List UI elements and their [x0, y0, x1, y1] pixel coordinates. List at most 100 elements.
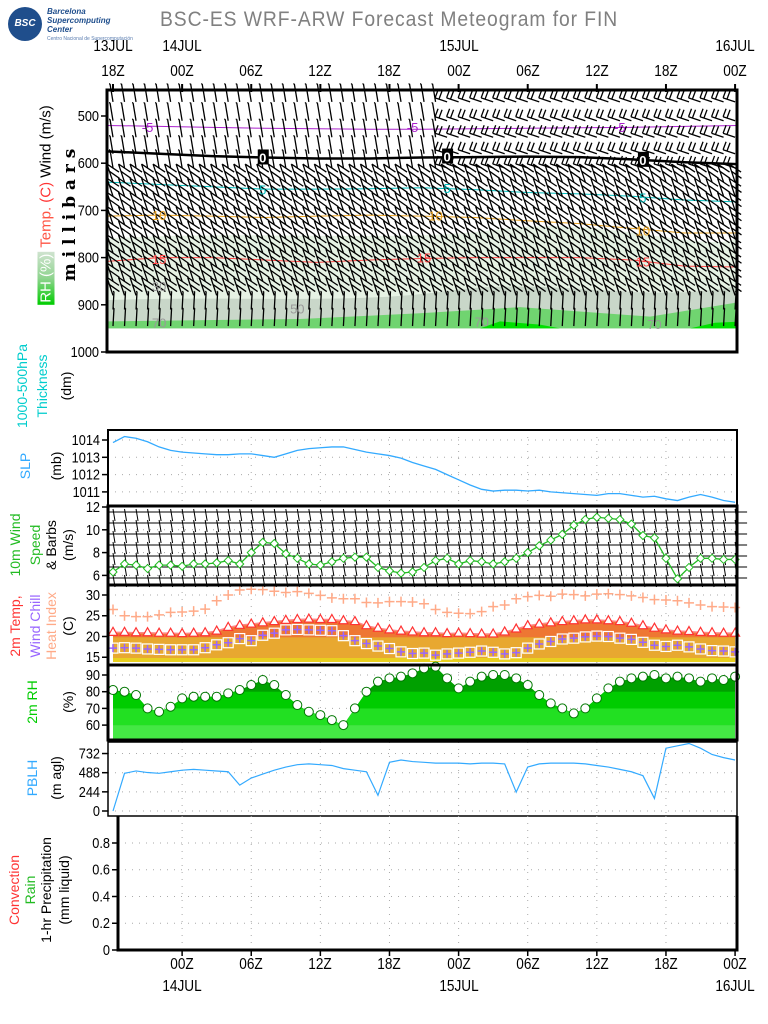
wind10-point — [626, 519, 637, 529]
wind-barb — [567, 191, 581, 211]
heatindex-point — [154, 609, 165, 620]
wind-barb — [431, 149, 437, 169]
wind-barb — [716, 206, 731, 225]
wind-barb — [377, 290, 380, 310]
wind-barb — [693, 220, 708, 239]
wind-barb-10m — [558, 508, 575, 522]
temp-point — [360, 619, 372, 630]
wind-barb — [440, 163, 454, 183]
windchill-box — [291, 623, 303, 636]
temp-point — [591, 613, 603, 624]
wind-barb — [235, 135, 241, 154]
wind-barb — [279, 276, 293, 296]
wind-barb — [498, 262, 512, 282]
windchill-box — [545, 635, 557, 648]
windchill-box — [625, 633, 638, 646]
wind-barb — [428, 234, 443, 254]
wind-barb — [302, 248, 316, 268]
wind-barb-10m — [350, 508, 367, 522]
wind-barb-10m — [362, 508, 379, 522]
wind-barb-10m — [650, 519, 667, 533]
wind-barb-10m — [293, 519, 310, 533]
wind-barb — [682, 234, 696, 254]
wind-barb — [221, 163, 235, 183]
wind-barb — [544, 234, 558, 254]
wind10-point — [430, 555, 441, 566]
wind-barb — [624, 191, 639, 211]
temp-point — [683, 625, 695, 636]
wind-barb — [561, 89, 575, 103]
wind-barb — [486, 220, 500, 239]
windchill-point — [178, 645, 187, 654]
windchill-box — [510, 647, 522, 659]
wind-barb-10m — [454, 508, 471, 522]
wind-barb — [445, 108, 459, 122]
wind-barb — [521, 191, 535, 211]
wind-barb — [613, 206, 627, 225]
wind-barb-10m — [132, 541, 149, 555]
wind-barb — [146, 307, 150, 327]
wind-barb-10m — [535, 508, 552, 522]
rh-point — [142, 703, 153, 714]
wind-barb — [710, 125, 724, 138]
windchill-box — [280, 624, 292, 636]
windchill-point — [270, 629, 279, 638]
contour-label: 50 — [290, 302, 304, 317]
wind-barb — [359, 220, 374, 239]
heatindex-point — [315, 590, 326, 601]
wind-barb — [670, 248, 685, 268]
windchill-box — [395, 646, 407, 658]
temp-point — [257, 616, 269, 627]
heatindex-point — [465, 608, 476, 619]
rh-point — [108, 685, 118, 696]
upper-air-ytick-label: 700 — [78, 201, 99, 218]
wind-barb — [175, 220, 189, 239]
temp-legend: Temp. — [37, 206, 55, 248]
wind-barb — [475, 206, 489, 225]
wind10-point — [695, 553, 706, 564]
wind-barb — [302, 220, 316, 239]
windchill-point — [293, 625, 302, 634]
wind-barb — [296, 290, 299, 310]
wind-barb — [601, 191, 616, 211]
wind-barb-10m — [373, 552, 390, 566]
windchill-point — [350, 636, 359, 645]
wind-barb — [279, 262, 293, 282]
wind-barb — [221, 248, 235, 268]
wind-barb — [498, 163, 512, 183]
wind-barb — [394, 163, 408, 183]
wind-barb — [636, 177, 650, 197]
wind-barb — [578, 206, 593, 225]
windchill-box — [568, 632, 580, 644]
windchill-box — [211, 639, 223, 651]
wind-barb — [705, 177, 719, 197]
wind-barb — [687, 125, 701, 138]
wind-barb-10m — [247, 508, 264, 522]
wind-barb — [290, 191, 305, 211]
wind-barb — [227, 307, 230, 327]
wind-barb — [120, 83, 126, 102]
wind-barb-10m — [293, 530, 310, 544]
wind-barb-10m — [293, 541, 310, 555]
wind-barb — [152, 248, 166, 268]
wind-barb-10m — [350, 530, 367, 544]
temp-point — [487, 627, 499, 638]
wind-barb — [267, 191, 282, 211]
wind-barb — [382, 276, 397, 296]
heatindex-point — [165, 607, 176, 618]
wind-barb — [705, 163, 719, 183]
wind-barb — [187, 234, 201, 254]
top-date-label: 13JUL — [93, 38, 133, 55]
wind-barb — [498, 191, 512, 211]
wind-barb-10m — [143, 508, 160, 522]
rh2-label: 2m RH — [24, 680, 40, 724]
wind-barb-10m — [166, 530, 183, 544]
wind-barb — [716, 248, 731, 268]
wind-barb — [327, 102, 333, 121]
wind10-point — [476, 557, 487, 567]
wind-barb-10m — [650, 563, 667, 577]
wind-barb — [428, 248, 443, 268]
wind10-point — [718, 554, 729, 565]
wind-barb — [397, 118, 402, 138]
windchill-box — [234, 632, 246, 645]
